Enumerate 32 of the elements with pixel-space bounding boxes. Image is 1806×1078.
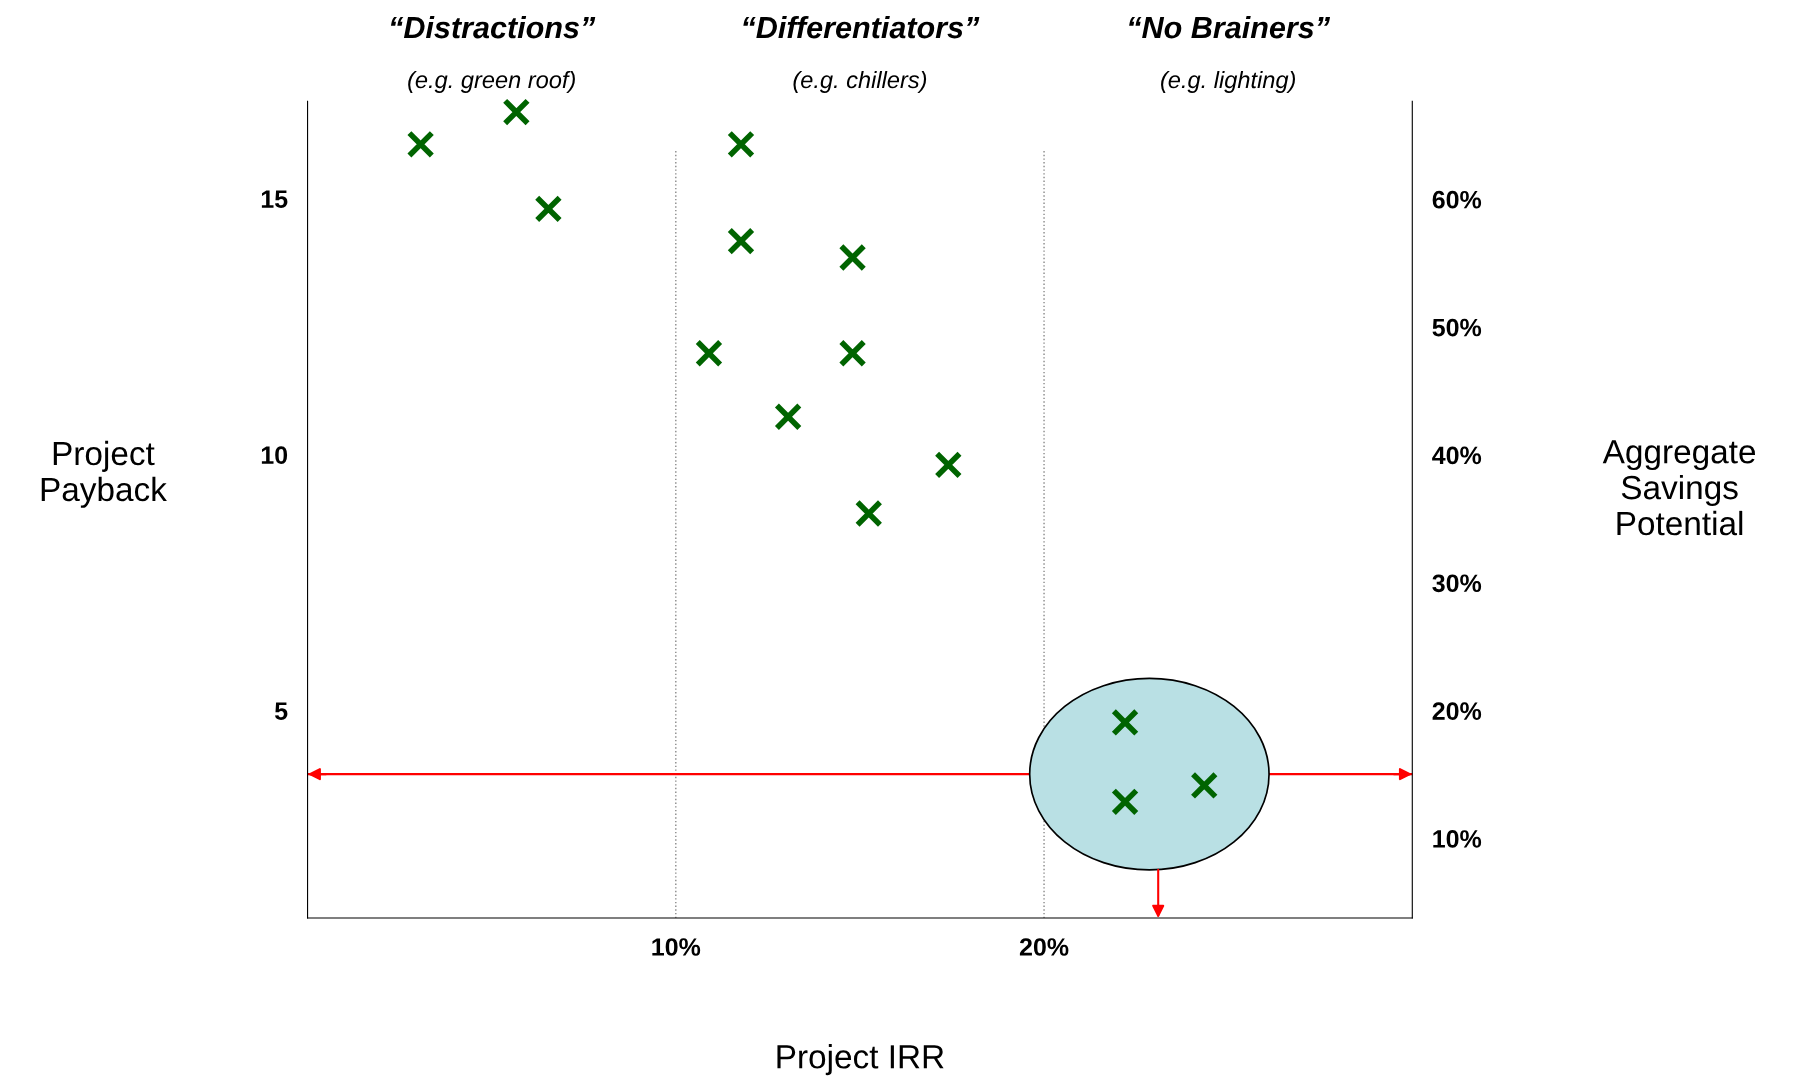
- y2-tick-label: 20%: [1432, 702, 1482, 720]
- point: [694, 339, 723, 368]
- y-tick-label: 5: [274, 702, 288, 720]
- text: “Distractions”: [390, 15, 596, 39]
- point: [534, 194, 563, 223]
- point: [1111, 787, 1140, 816]
- text: (e.g. lighting): [1161, 70, 1296, 93]
- point: [727, 227, 755, 256]
- text: (e.g. chillers): [793, 70, 927, 93]
- point: [838, 243, 867, 272]
- point: [838, 339, 867, 368]
- point: [854, 499, 883, 528]
- y2-tick-label: 60%: [1432, 190, 1482, 209]
- y2-tick-label: 10%: [1433, 830, 1482, 848]
- point: [1111, 708, 1140, 737]
- point: [774, 402, 803, 431]
- point: [502, 98, 531, 127]
- point: [1190, 771, 1219, 800]
- text: “Differentiators”: [743, 15, 980, 39]
- text: “No Brainers”: [1129, 15, 1331, 39]
- y-axis-title: Project Payback: [41, 440, 167, 508]
- y-tick-label: 10: [261, 446, 288, 464]
- y-tick-label: 15: [261, 190, 288, 208]
- y2-tick-label: 30%: [1432, 574, 1482, 593]
- point: [406, 130, 435, 159]
- x-axis-title: Project IRR: [777, 1044, 944, 1076]
- y2-tick-label: 40%: [1432, 446, 1482, 465]
- y2-tick-label: 50%: [1432, 318, 1482, 337]
- text: (e.g. green roof): [408, 70, 575, 93]
- point: [727, 130, 755, 159]
- point: [934, 450, 963, 479]
- y2-axis-title: Aggregate Savings Potential: [1602, 440, 1756, 536]
